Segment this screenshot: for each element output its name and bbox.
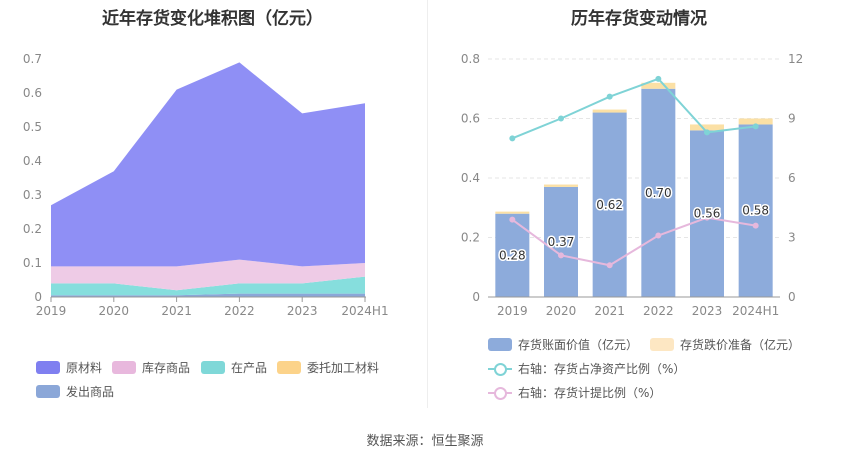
line-net-asset-ratio bbox=[511, 77, 756, 140]
x-tick-label: 2023 bbox=[692, 304, 723, 318]
legend-swatch bbox=[488, 338, 512, 351]
y-tick-label: 0.6 bbox=[23, 86, 42, 100]
legend-item[interactable]: 库存商品 bbox=[112, 359, 190, 376]
x-tick-label: 2020 bbox=[99, 304, 130, 318]
bar-book-value bbox=[738, 124, 773, 297]
y2-tick-label: 12 bbox=[788, 52, 803, 66]
legend-swatch bbox=[650, 338, 674, 351]
bar-value-label: 0.37 bbox=[548, 235, 575, 249]
right-chart-title: 历年存货变动情况 bbox=[571, 9, 707, 29]
line-point bbox=[752, 222, 759, 229]
x-tick-label: 2019 bbox=[497, 304, 528, 318]
bar-value-label: 0.62 bbox=[596, 198, 623, 212]
legend-label: 原材料 bbox=[66, 361, 103, 375]
bar-reserve bbox=[641, 82, 676, 89]
bar-reserve bbox=[592, 109, 627, 113]
x-tick-label: 2021 bbox=[594, 304, 625, 318]
x-tick-label: 2024H1 bbox=[732, 304, 779, 318]
area-series bbox=[51, 293, 365, 297]
y-tick-label: 0.2 bbox=[461, 231, 480, 245]
line-point bbox=[655, 232, 662, 239]
legend-item[interactable]: 右轴：存货计提比例（%） bbox=[488, 384, 661, 401]
line-point bbox=[558, 252, 564, 259]
y-tick-label: 0 bbox=[472, 290, 480, 304]
legend-item[interactable]: 发出商品 bbox=[36, 383, 114, 400]
legend-label: 右轴：存货占净资产比例（%） bbox=[518, 362, 686, 376]
line-point bbox=[509, 216, 516, 223]
y-tick-label: 0.8 bbox=[461, 52, 480, 66]
bar-value-label: 0.58 bbox=[742, 204, 769, 218]
x-tick-label: 2022 bbox=[643, 304, 674, 318]
y2-tick-label: 9 bbox=[788, 112, 796, 126]
left-chart-title: 近年存货变化堆积图（亿元） bbox=[102, 9, 323, 29]
y-tick-label: 0.4 bbox=[461, 171, 480, 185]
bar-book-value bbox=[544, 186, 578, 297]
bar-book-value bbox=[690, 130, 724, 297]
legend-item[interactable]: 在产品 bbox=[201, 359, 267, 376]
y-tick-label: 0 bbox=[34, 290, 42, 304]
x-tick-label: 2020 bbox=[546, 304, 577, 318]
bar-line-chart: 0 0.2 0.4 0.6 0.8 0 3 6 9 12 0.28 0.37 0.62 0.70 0.56 0… bbox=[461, 52, 803, 318]
legend-label: 库存商品 bbox=[142, 361, 191, 375]
legend-label: 委托加工材料 bbox=[307, 361, 380, 375]
panel-divider bbox=[427, 0, 428, 408]
y-tick-label: 0.5 bbox=[23, 120, 42, 134]
legend-item[interactable]: 委托加工材料 bbox=[277, 359, 379, 376]
legend-label: 右轴：存货计提比例（%） bbox=[518, 386, 662, 400]
bar-value-label: 0.70 bbox=[645, 186, 672, 200]
legend-swatch bbox=[112, 361, 136, 374]
y-tick-label: 0.2 bbox=[23, 222, 42, 236]
area-series bbox=[51, 62, 365, 267]
line-point bbox=[509, 135, 516, 142]
x-tick-label: 2022 bbox=[224, 304, 255, 318]
legend-swatch bbox=[488, 362, 512, 376]
y-tick-label: 0.6 bbox=[461, 112, 480, 126]
legend-item[interactable]: 原材料 bbox=[36, 359, 102, 376]
line-point bbox=[558, 115, 564, 122]
y-tick-label: 0.4 bbox=[23, 154, 42, 168]
y2-tick-label: 3 bbox=[788, 231, 796, 245]
legend-swatch bbox=[36, 385, 60, 398]
legend-item[interactable]: 右轴：存货占净资产比例（%） bbox=[488, 360, 685, 377]
legend-item[interactable]: 存货跌价准备（亿元） bbox=[650, 336, 800, 353]
legend-swatch bbox=[277, 361, 301, 374]
area-series bbox=[51, 276, 365, 296]
y2-tick-label: 6 bbox=[788, 171, 796, 185]
area-series bbox=[51, 259, 365, 291]
bar-book-value bbox=[641, 88, 676, 297]
legend-label: 在产品 bbox=[231, 361, 268, 375]
line-point bbox=[752, 123, 759, 130]
x-tick-label: 2023 bbox=[287, 304, 318, 318]
bar-reserve bbox=[495, 211, 530, 214]
legend-swatch bbox=[488, 386, 512, 400]
legend-item[interactable]: 存货账面价值（亿元） bbox=[488, 336, 638, 353]
legend-swatch bbox=[36, 361, 60, 374]
x-tick-label: 2024H1 bbox=[341, 304, 388, 318]
y2-tick-label: 0 bbox=[788, 290, 796, 304]
legend-label: 存货跌价准备（亿元） bbox=[680, 338, 801, 352]
data-source: 数据来源：恒生聚源 bbox=[366, 434, 484, 449]
legend-label: 发出商品 bbox=[66, 385, 115, 399]
line-provision-ratio bbox=[511, 216, 756, 267]
x-tick-label: 2021 bbox=[161, 304, 192, 318]
line-point bbox=[655, 75, 662, 82]
bar-reserve bbox=[690, 124, 724, 131]
line-point bbox=[704, 214, 710, 221]
y-tick-label: 0.3 bbox=[23, 188, 42, 202]
line-point bbox=[606, 262, 613, 269]
bar-reserve bbox=[738, 118, 773, 125]
y-tick-label: 0.1 bbox=[23, 256, 42, 270]
x-tick-label: 2019 bbox=[36, 304, 67, 318]
line-point bbox=[606, 93, 613, 100]
legend-swatch bbox=[201, 361, 225, 374]
line-point bbox=[704, 129, 710, 136]
legend-label: 存货账面价值（亿元） bbox=[518, 338, 639, 352]
bar-value-label: 0.28 bbox=[499, 248, 526, 262]
y-tick-label: 0.7 bbox=[23, 52, 42, 66]
stacked-area-chart: 0 0.1 0.2 0.3 0.4 0.5 0.6 0.7 2019 2020 2021 2022 20… bbox=[23, 52, 389, 318]
bar-value-label: 0.56 bbox=[694, 207, 721, 221]
bar-reserve bbox=[544, 184, 578, 187]
